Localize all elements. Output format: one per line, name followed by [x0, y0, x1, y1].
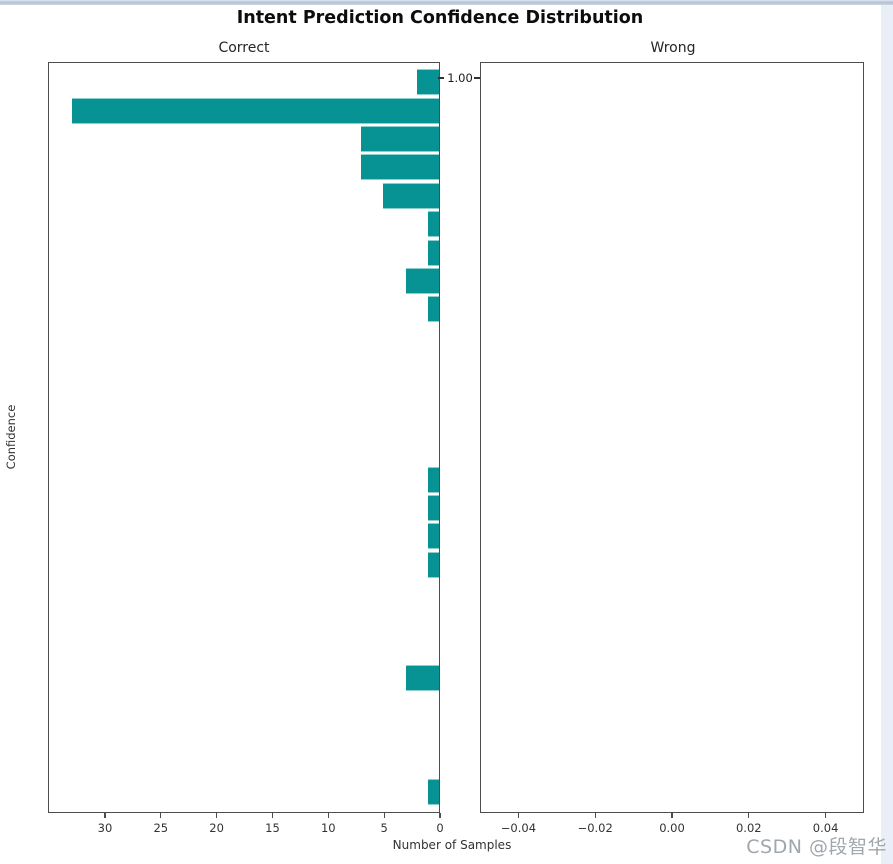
correct-plot-area	[48, 62, 440, 813]
wrong-xtick-label: −0.04	[500, 821, 537, 835]
window-right-edge	[881, 5, 893, 864]
correct-xtick-label: 20	[209, 821, 224, 835]
correct-bar	[427, 211, 439, 238]
window-top-edge	[0, 0, 893, 5]
correct-xtick-label: 0	[436, 821, 444, 835]
correct-bar	[72, 97, 439, 124]
wrong-xtick-label: 0.04	[812, 821, 839, 835]
wrong-xtick-mark	[517, 813, 520, 818]
correct-xtick-label: 25	[153, 821, 169, 835]
correct-histogram-bars	[49, 63, 439, 812]
correct-xtick-mark	[383, 813, 385, 818]
wrong-xtick-label: 0.00	[659, 821, 685, 835]
wrong-plot-area	[480, 62, 864, 813]
correct-xtick-mark	[271, 813, 274, 818]
subplot-title-correct: Correct	[218, 40, 270, 56]
correct-bar	[416, 69, 439, 96]
ytick-label-1-00: 1.00	[447, 70, 473, 85]
correct-bar	[427, 494, 439, 521]
wrong-xtick-mark	[824, 813, 827, 818]
ytick-mark-wrong-left	[474, 77, 480, 79]
y-axis-label: Confidence	[4, 404, 18, 470]
correct-bar	[427, 239, 439, 266]
correct-xtick-label: 10	[320, 821, 336, 835]
correct-xtick-label: 15	[265, 821, 280, 835]
wrong-xtick-mark	[748, 813, 750, 818]
subplot-title-wrong: Wrong	[650, 40, 696, 56]
correct-bar	[427, 778, 439, 805]
correct-bar	[427, 523, 439, 550]
wrong-xtick-label: −0.02	[577, 821, 613, 835]
correct-xtick-label: 5	[380, 821, 388, 835]
correct-bar	[427, 296, 439, 323]
correct-bar	[361, 125, 439, 152]
correct-bar	[405, 267, 439, 294]
wrong-xtick-label: 0.02	[735, 821, 762, 835]
figure-title: Intent Prediction Confidence Distributio…	[236, 8, 644, 28]
wrong-xtick-mark	[594, 813, 596, 818]
ytick-mark-correct-right	[438, 77, 444, 79]
x-axis-label: Number of Samples	[392, 838, 512, 852]
correct-bar	[383, 182, 439, 209]
correct-xtick-mark	[215, 813, 218, 818]
correct-xtick-mark	[104, 813, 106, 818]
correct-xtick-mark	[160, 813, 162, 818]
correct-xtick-label: 30	[97, 821, 113, 835]
csdn-watermark: CSDN @段智华	[746, 836, 887, 858]
correct-bar	[405, 665, 439, 692]
correct-xtick-mark	[439, 813, 441, 818]
correct-bar	[427, 466, 439, 493]
correct-bar	[427, 551, 439, 578]
correct-bar	[361, 154, 439, 181]
correct-xtick-mark	[327, 813, 329, 818]
wrong-xtick-mark	[671, 813, 673, 818]
